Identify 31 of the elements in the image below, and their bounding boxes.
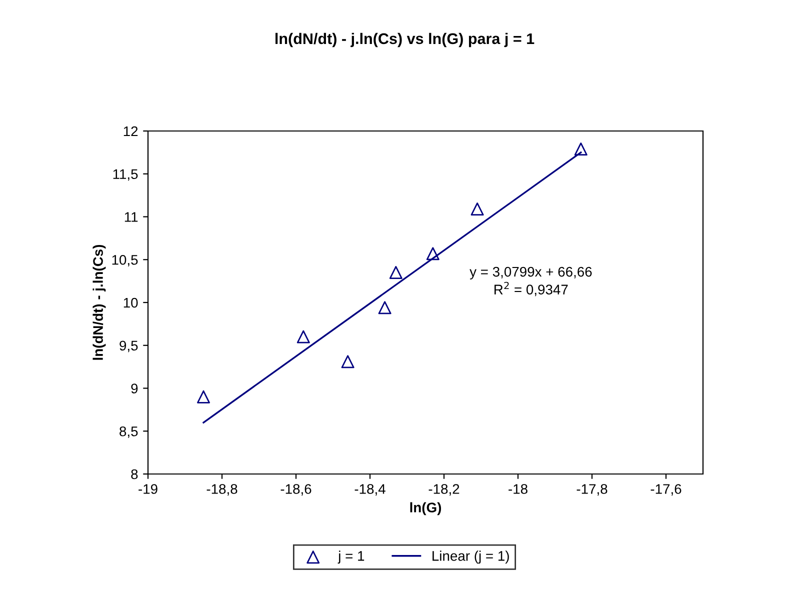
x-tick-label: -18,6 [280,484,312,496]
x-tick-label: -18 [508,484,528,494]
point [196,390,210,404]
y-tick-label: 8 [131,469,138,480]
x-axis-title: ln(G) [410,502,442,516]
point [341,355,354,368]
x-tick-label: -18,8 [206,484,238,496]
point [574,142,588,156]
x-tick-label: -17,8 [576,484,608,496]
legend-label: Linear (j = 1) [432,550,509,564]
y-tick-label: 10 [124,298,138,308]
x-tick-label: -19 [138,484,158,494]
point [426,247,440,260]
annotation: y = 3,0799x + 66,66 R$^{2}$ = 0,9347 [470,266,592,296]
point [470,202,484,216]
point [296,330,310,344]
x-tick-label: -18,2 [428,484,460,496]
x-tick-label: -18,4 [354,484,386,496]
y-tick-label: 11,5 [113,169,138,181]
y-tick-label: 9 [131,384,138,394]
y-tick-label: 11 [124,212,138,222]
y-tick-label: 8,5 [120,426,138,438]
chart-title: ln(dN/dt) - j.ln(Cs) vs ln(G) para j = 1 [275,32,534,48]
y-tick-label: 10,5 [112,254,138,266]
y-tick-label: 9,5 [120,340,138,352]
point [378,301,392,314]
y-axis-title: ln(dN/dt) - j.ln(Cs) [92,244,106,360]
legend-label: j = 1 [338,550,364,564]
x-tick-label: -17,6 [650,484,682,496]
y-tick-label: 12 [124,126,138,136]
point [389,266,402,279]
